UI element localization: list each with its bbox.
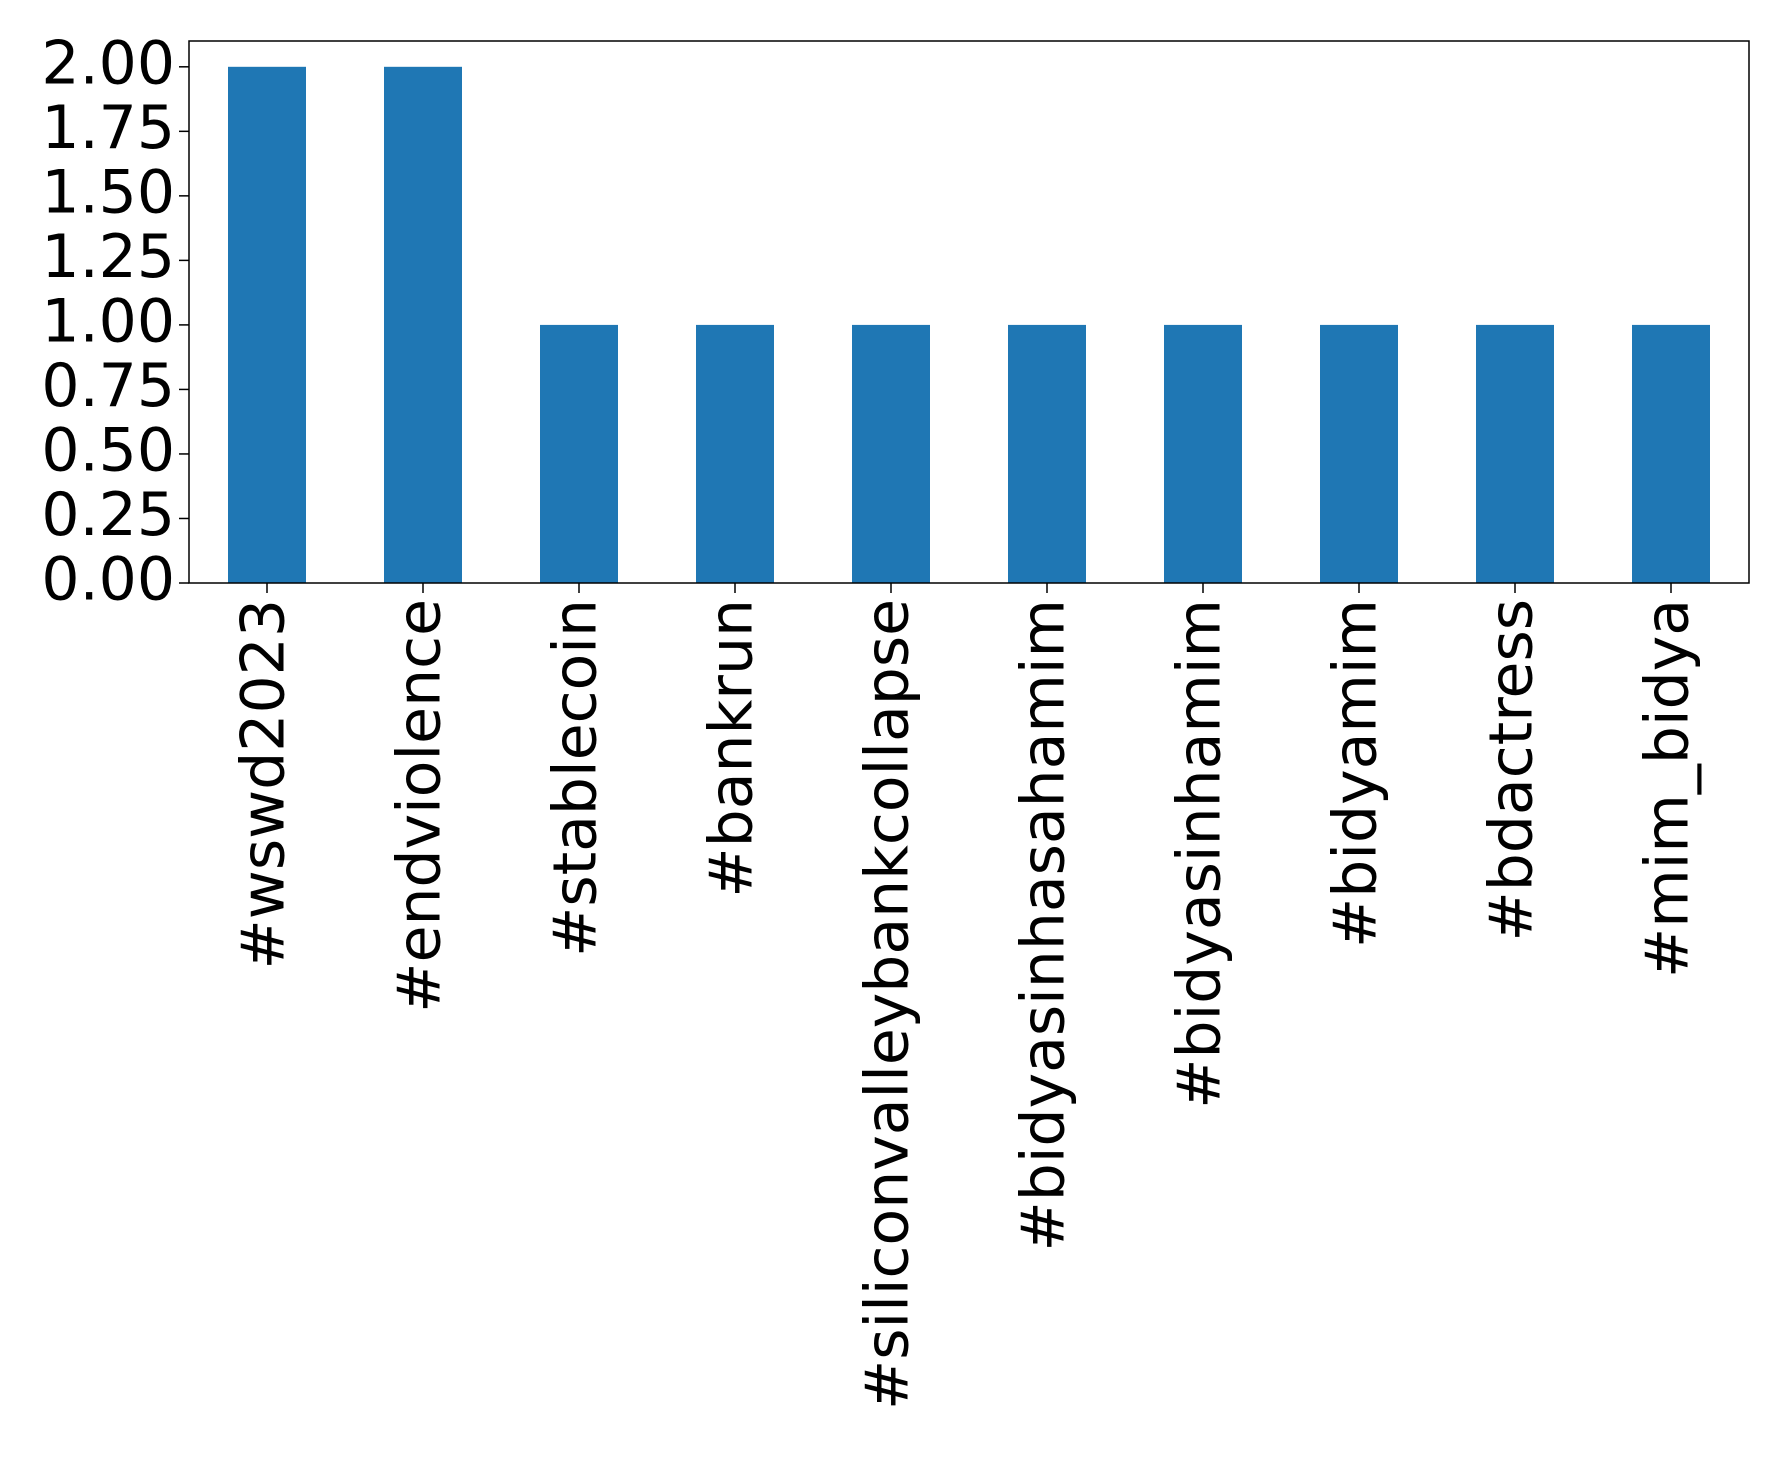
x-tick-label: #wswd2023	[229, 599, 299, 969]
x-tick-label: #bidyasinhamim	[1165, 599, 1235, 1109]
plot-frame	[188, 40, 1750, 584]
y-tick-label: 0.25	[41, 480, 175, 550]
bar	[1320, 324, 1398, 583]
x-tick-label: #stablecoin	[541, 599, 611, 957]
x-tick-label: #bidyamim	[1321, 599, 1391, 948]
x-tick-label: #bidyasinhasahamim	[1009, 599, 1079, 1252]
y-tick-label: 0.50	[41, 416, 175, 486]
x-tick-label: #siliconvalleybankcollapse	[853, 599, 923, 1410]
bar	[228, 66, 306, 584]
y-tick-label: 1.75	[41, 93, 175, 163]
bar	[1632, 324, 1710, 583]
x-tick-label: #endviolence	[385, 599, 455, 1013]
y-tick-label: 1.50	[41, 157, 175, 227]
x-tick-label: #bankrun	[697, 599, 767, 898]
bar	[1008, 324, 1086, 583]
bar	[696, 324, 774, 583]
bar	[1476, 324, 1554, 583]
y-tick-label: 2.00	[41, 28, 175, 98]
y-tick-label: 0.75	[41, 351, 175, 421]
bar	[384, 66, 462, 584]
x-tick-label: #mim_bidya	[1633, 599, 1703, 978]
bar	[1164, 324, 1242, 583]
bar	[852, 324, 930, 583]
y-tick-label: 1.00	[41, 286, 175, 356]
bar	[540, 324, 618, 583]
x-tick-label: #bdactress	[1477, 599, 1547, 942]
y-tick-label: 1.25	[41, 222, 175, 292]
y-tick-label: 0.00	[41, 545, 175, 615]
